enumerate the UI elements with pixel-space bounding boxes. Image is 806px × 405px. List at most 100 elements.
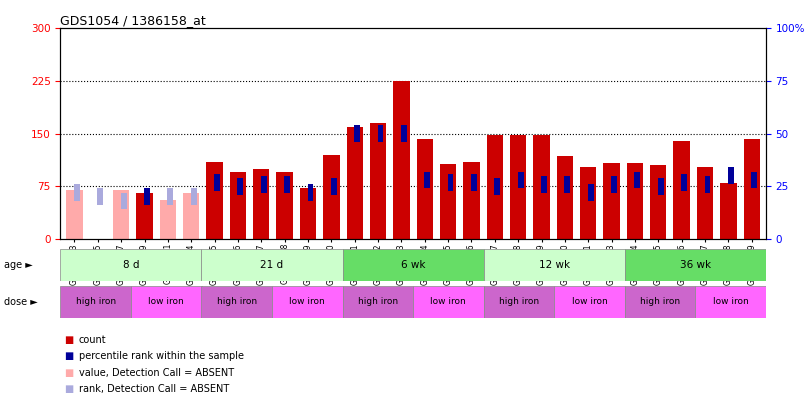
Bar <box>557 156 573 239</box>
Bar <box>136 193 152 239</box>
Bar <box>604 163 620 239</box>
Bar <box>681 174 687 190</box>
Text: 6 wk: 6 wk <box>401 260 426 270</box>
Bar <box>658 178 663 195</box>
Bar <box>276 172 293 239</box>
Bar <box>347 127 363 239</box>
Bar <box>695 286 766 318</box>
Bar <box>253 169 269 239</box>
Bar <box>393 81 409 239</box>
Bar <box>121 193 127 209</box>
Bar <box>343 249 484 281</box>
Bar <box>541 176 547 193</box>
Text: low iron: low iron <box>571 297 607 306</box>
Text: low iron: low iron <box>148 297 184 306</box>
Bar <box>272 286 343 318</box>
Bar <box>417 139 433 239</box>
Bar <box>230 172 246 239</box>
Bar <box>131 286 202 318</box>
Bar <box>517 172 524 188</box>
Bar <box>113 190 129 239</box>
Bar <box>424 172 430 188</box>
Text: age ►: age ► <box>4 260 33 270</box>
Text: 21 d: 21 d <box>260 260 284 270</box>
Text: low iron: low iron <box>289 297 325 306</box>
Bar <box>206 162 222 239</box>
Bar <box>580 166 596 239</box>
Text: ■: ■ <box>64 384 73 394</box>
Text: low iron: low iron <box>713 297 748 306</box>
Bar <box>751 172 757 188</box>
Text: GDS1054 / 1386158_at: GDS1054 / 1386158_at <box>60 14 206 27</box>
Bar <box>625 249 766 281</box>
Bar <box>202 249 343 281</box>
Bar <box>494 178 501 195</box>
Bar <box>413 286 484 318</box>
Bar <box>463 162 480 239</box>
Bar <box>401 125 407 142</box>
Bar <box>484 286 554 318</box>
Text: high iron: high iron <box>217 297 257 306</box>
Bar <box>308 184 314 201</box>
Bar <box>238 178 243 195</box>
Bar <box>60 249 201 281</box>
Bar <box>743 139 760 239</box>
Bar <box>650 165 667 239</box>
Bar <box>60 286 131 318</box>
Bar <box>674 141 690 239</box>
Bar <box>484 249 625 281</box>
Bar <box>447 174 454 190</box>
Text: ■: ■ <box>64 335 73 345</box>
Bar <box>168 188 173 205</box>
Bar <box>160 200 176 239</box>
Text: count: count <box>79 335 106 345</box>
Bar <box>634 172 640 188</box>
Bar <box>440 164 456 239</box>
Text: dose ►: dose ► <box>4 297 38 307</box>
Bar <box>554 286 625 318</box>
Bar <box>74 184 80 201</box>
Bar <box>728 167 733 184</box>
Text: ■: ■ <box>64 368 73 377</box>
Text: low iron: low iron <box>430 297 466 306</box>
Bar <box>510 135 526 239</box>
Text: rank, Detection Call = ABSENT: rank, Detection Call = ABSENT <box>79 384 229 394</box>
Text: high iron: high iron <box>76 297 116 306</box>
Bar <box>721 183 737 239</box>
Text: high iron: high iron <box>499 297 539 306</box>
Bar <box>261 176 267 193</box>
Bar <box>202 286 272 318</box>
Bar <box>343 286 413 318</box>
Bar <box>370 123 386 239</box>
Text: 8 d: 8 d <box>123 260 139 270</box>
Bar <box>98 188 103 205</box>
Bar <box>471 174 477 190</box>
Bar <box>331 178 337 195</box>
Bar <box>66 190 83 239</box>
Text: ■: ■ <box>64 352 73 361</box>
Bar <box>300 188 316 239</box>
Text: 36 wk: 36 wk <box>679 260 711 270</box>
Bar <box>487 135 503 239</box>
Bar <box>704 176 710 193</box>
Text: high iron: high iron <box>358 297 398 306</box>
Bar <box>191 188 197 205</box>
Bar <box>697 166 713 239</box>
Bar <box>534 135 550 239</box>
Bar <box>285 176 290 193</box>
Bar <box>214 174 220 190</box>
Text: high iron: high iron <box>640 297 680 306</box>
Bar <box>183 193 199 239</box>
Bar <box>564 176 570 193</box>
Bar <box>627 163 643 239</box>
Bar <box>323 155 339 239</box>
Bar <box>144 188 150 205</box>
Bar <box>377 125 384 142</box>
Bar <box>588 184 593 201</box>
Bar <box>625 286 695 318</box>
Text: value, Detection Call = ABSENT: value, Detection Call = ABSENT <box>79 368 234 377</box>
Bar <box>354 125 360 142</box>
Text: 12 wk: 12 wk <box>538 260 570 270</box>
Text: percentile rank within the sample: percentile rank within the sample <box>79 352 244 361</box>
Bar <box>611 176 617 193</box>
